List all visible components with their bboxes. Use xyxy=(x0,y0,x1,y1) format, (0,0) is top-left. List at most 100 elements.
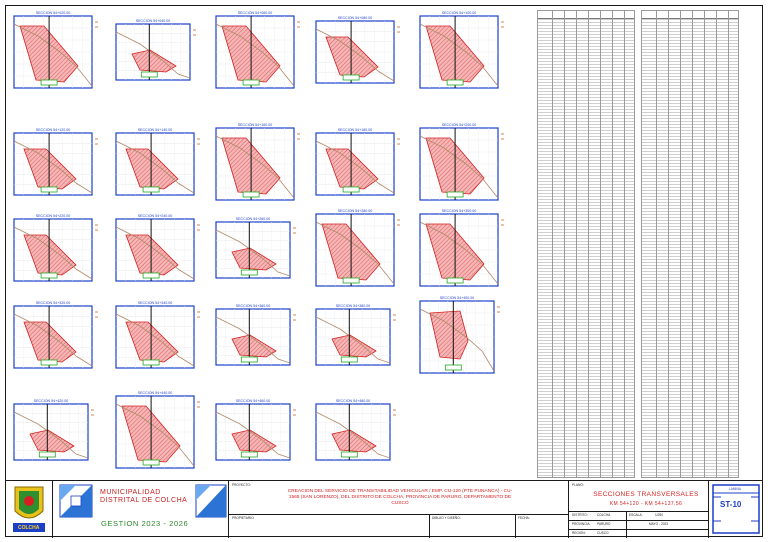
distrito-label: DISTRITO: xyxy=(572,513,588,517)
section-label: SECCION 54+060.00 xyxy=(238,11,272,15)
station-box xyxy=(142,272,160,279)
station-box xyxy=(40,79,58,86)
terrain-line xyxy=(115,31,191,79)
cross-section: SECCION 54+060.00 xyxy=(215,11,300,89)
section-label: SECCION 54+360.00 xyxy=(236,304,270,308)
terrain-line xyxy=(215,135,295,199)
dibujo-label: DIBUJO Y DISEÑO: xyxy=(432,516,461,520)
cross-section: SECCION 54+340.00 xyxy=(115,301,200,369)
station-box xyxy=(446,191,464,198)
sheet-number: ST-10 xyxy=(720,500,742,509)
cross-section: SECCION 54+020.00 xyxy=(13,11,98,89)
cross-section: SECCION 54+220.00 xyxy=(13,214,98,282)
cut-area xyxy=(429,310,469,360)
terrain-line xyxy=(13,140,93,194)
volumes-table-left xyxy=(537,10,635,478)
municipality-cell xyxy=(53,481,229,538)
section-label: SECCION 54+160.00 xyxy=(238,123,272,127)
cut-area xyxy=(325,36,379,78)
lamina-label: LAMINA xyxy=(729,487,741,491)
terrain-line xyxy=(315,28,395,82)
station-box xyxy=(340,356,358,363)
section-label: SECCION 54+140.00 xyxy=(138,128,172,132)
cross-section: SECCION 54+280.00 xyxy=(315,209,400,287)
sheet-info-cell: PLANO: DISTRITO: COLCHA PROVINCIA: PARUR… xyxy=(569,481,709,538)
station-box xyxy=(242,79,260,86)
terrain-line xyxy=(115,403,195,467)
section-label: SECCION 54+040.00 xyxy=(136,19,170,23)
cross-section: SECCION 54+420.00 xyxy=(13,399,94,461)
volumes-table-right xyxy=(641,10,739,478)
propietario-label: PROPIETARIO: xyxy=(232,516,255,520)
terrain-line xyxy=(419,135,499,199)
cross-section: SECCION 54+140.00 xyxy=(115,128,200,196)
section-label: SECCION 54+320.00 xyxy=(36,301,70,305)
title-block: COLCHA MUNICIPALIDAD DISTRITAL DE COLCHA… xyxy=(5,480,763,538)
provincia-value: PARURO xyxy=(597,522,611,526)
section-label: SECCION 54+300.00 xyxy=(442,209,476,213)
station-box xyxy=(38,451,56,458)
cross-section: SECCION 54+180.00 xyxy=(315,128,400,196)
municipality-name: MUNICIPALIDAD DISTRITAL DE COLCHA xyxy=(100,489,188,504)
terrain-line xyxy=(13,411,89,459)
escala-value: 1/250 xyxy=(655,513,663,517)
drawing-sheet-border xyxy=(5,5,763,537)
section-label: SECCION 54+480.00 xyxy=(336,399,370,403)
terrain-line xyxy=(13,226,93,280)
cross-section: SECCION 54+460.00 xyxy=(215,399,296,461)
cut-area xyxy=(231,429,277,453)
section-label: SECCION 54+460.00 xyxy=(236,399,270,403)
section-label: SECCION 54+420.00 xyxy=(34,399,68,403)
station-box xyxy=(240,451,258,458)
sheet-subtitle: KM 54+120 - KM 54+137.56 xyxy=(609,501,683,507)
section-label: SECCION 54+200.00 xyxy=(442,123,476,127)
project-cell: PROYECTO: PROPIETARIO: DIBUJO Y DISEÑO: … xyxy=(229,481,569,538)
section-label: SECCION 54+020.00 xyxy=(36,11,70,15)
station-box xyxy=(342,186,360,193)
cut-area xyxy=(231,334,277,358)
station-box xyxy=(40,272,58,279)
terrain-line xyxy=(315,140,395,194)
section-label: SECCION 54+400.00 xyxy=(440,296,474,300)
proyecto-label: PROYECTO: xyxy=(232,483,251,487)
section-label: SECCION 54+220.00 xyxy=(36,214,70,218)
distrito-value: COLCHA xyxy=(597,513,611,517)
sheet-number-badge xyxy=(712,484,760,534)
cross-section: SECCION 54+360.00 xyxy=(215,304,296,366)
municipality-emblem-icon xyxy=(59,484,93,518)
project-description: CREACION DEL SERVICIO DE TRANSITABILIDAD… xyxy=(287,489,513,506)
station-box xyxy=(340,451,358,458)
cut-area xyxy=(231,247,277,271)
cross-section: SECCION 54+120.00 xyxy=(13,128,98,196)
cross-section: SECCION 54+260.00 xyxy=(215,217,296,279)
station-box xyxy=(242,191,260,198)
terrain-line xyxy=(315,221,395,285)
terrain-line xyxy=(419,23,499,87)
section-label: SECCION 54+340.00 xyxy=(138,301,172,305)
terrain-line xyxy=(215,23,295,87)
section-label: SECCION 54+240.00 xyxy=(138,214,172,218)
terrain-line xyxy=(315,411,391,459)
section-label: SECCION 54+280.00 xyxy=(338,209,372,213)
cross-section: SECCION 54+380.00 xyxy=(315,304,396,366)
cross-section: SECCION 54+100.00 xyxy=(419,11,504,89)
municipality-logo xyxy=(13,486,45,532)
sheet-number-cell: LAMINA xyxy=(709,481,763,538)
section-label: SECCION 54+260.00 xyxy=(236,217,270,221)
station-box xyxy=(40,359,58,366)
region-value: CUSCO xyxy=(597,531,609,535)
terrain-line xyxy=(115,313,195,367)
escala-label: ESCALA: xyxy=(629,513,643,517)
cross-section: SECCION 54+240.00 xyxy=(115,214,200,282)
cut-area xyxy=(325,148,379,190)
section-label: SECCION 54+440.00 xyxy=(138,391,172,395)
cross-section: SECCION 54+440.00 xyxy=(115,391,200,469)
fecha-label: FECHA: xyxy=(518,516,530,520)
cross-section: SECCION 54+200.00 xyxy=(419,123,504,201)
cross-section: SECCION 54+080.00 xyxy=(315,16,400,84)
cut-area xyxy=(331,334,377,358)
cross-sections-drawing: SECCION 54+020.00 SECCION 54+040.00 SECCIO… xyxy=(13,11,504,469)
cross-section: SECCION 54+400.00 xyxy=(419,296,500,374)
section-label: SECCION 54+380.00 xyxy=(336,304,370,308)
section-label: SECCION 54+080.00 xyxy=(338,16,372,20)
